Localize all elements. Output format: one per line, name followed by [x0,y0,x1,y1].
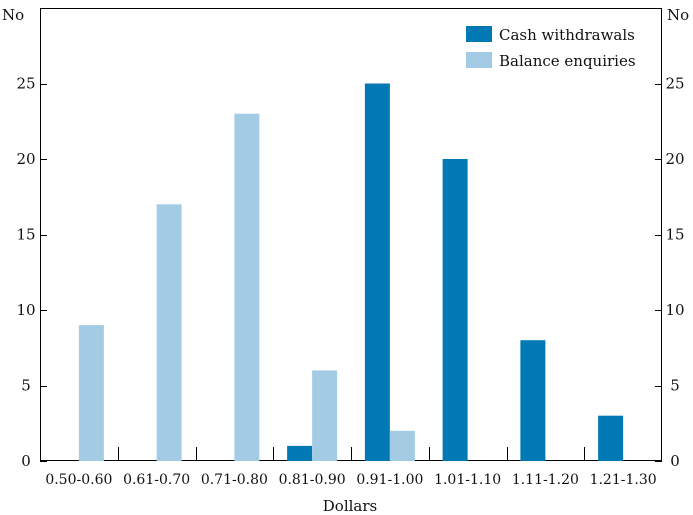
right-axis-ticks: 0 5 10 15 20 25 [655,75,685,470]
y-tick-label-left: 25 [16,75,35,93]
y-tick-label-right: 15 [665,226,684,244]
y-axis-label-right: No [667,6,689,24]
legend-label-balance-enquiries: Balance enquiries [499,52,636,70]
y-axis-label-left: No [2,6,24,24]
bar-balance-enquiries-0-71-0-80 [234,113,260,461]
x-tick-label: 0.61-0.70 [123,472,190,488]
legend-label-cash-withdrawals: Cash withdrawals [499,26,635,44]
legend: Cash withdrawals Balance enquiries [466,26,636,70]
y-tick-label-right: 5 [670,377,680,395]
left-axis-ticks: 0 5 10 15 20 25 [16,75,47,470]
y-tick-label-left: 5 [21,377,31,395]
bar-cash-withdrawals-0-81-0-90 [287,445,313,461]
y-tick-label-left: 10 [16,301,35,319]
x-tick-label: 0.71-0.80 [201,472,268,488]
y-tick-label-right: 10 [665,301,684,319]
y-tick-label-left: 0 [21,452,31,470]
x-tick-label: 1.11-1.20 [512,472,579,488]
bar-balance-enquiries-0-91-1-00 [389,430,415,461]
plot-frame [40,8,662,461]
y-tick-label-right: 0 [670,452,680,470]
x-tick-label: 0.50-0.60 [45,472,112,488]
bar-cash-withdrawals-1-01-1-10 [442,159,468,461]
bar-cash-withdrawals-1-11-1-20 [520,340,546,461]
legend-swatch-balance-enquiries [466,52,492,68]
bar-balance-enquiries-0-50-0-60 [78,325,104,461]
bar-cash-withdrawals-1-21-1-30 [598,415,624,461]
bar-balance-enquiries-0-61-0-70 [156,204,182,462]
bar-balance-enquiries-0-81-0-90 [312,370,338,461]
y-tick-label-left: 15 [16,226,35,244]
bars [78,83,624,462]
x-tick-label: 1.01-1.10 [434,472,501,488]
y-tick-label-right: 25 [665,75,684,93]
bar-cash-withdrawals-0-91-1-00 [364,83,390,461]
x-tick-label: 1.21-1.30 [590,472,657,488]
y-tick-label-right: 20 [665,150,684,168]
y-tick-label-left: 20 [16,150,35,168]
x-tick-label: 0.91-1.00 [356,472,423,488]
legend-swatch-cash-withdrawals [466,26,492,42]
x-axis-label: Dollars [323,497,377,515]
x-axis-categories: 0.50-0.60 0.61-0.70 0.71-0.80 0.81-0.90 0.91… [45,447,657,488]
x-tick-label: 0.81-0.90 [279,472,346,488]
